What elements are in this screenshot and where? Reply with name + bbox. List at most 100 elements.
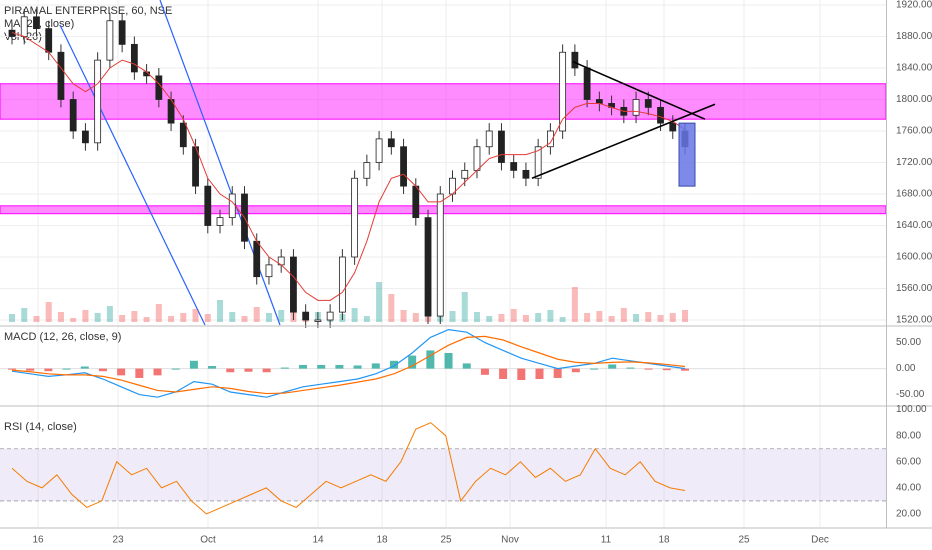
candle[interactable] <box>265 264 273 278</box>
x-tick-label: Oct <box>200 535 216 546</box>
candle[interactable] <box>326 311 334 321</box>
candle[interactable] <box>363 162 371 179</box>
candle[interactable] <box>302 311 310 321</box>
candle[interactable] <box>387 138 395 148</box>
rsi-tick-label: 40.00 <box>896 483 921 494</box>
price-tick-label: 1920.00 <box>896 0 932 11</box>
candle[interactable] <box>216 217 224 226</box>
volume-bar <box>351 308 358 322</box>
volume-bar <box>119 315 126 322</box>
candle[interactable] <box>595 99 603 104</box>
resistance-zone[interactable] <box>0 83 887 120</box>
macd-histogram-bar <box>408 355 417 369</box>
volume-bar <box>633 314 640 322</box>
candle[interactable] <box>290 256 297 313</box>
candle[interactable] <box>82 130 89 144</box>
macd-histogram-bar <box>62 368 71 370</box>
macd-histogram-bar <box>135 368 144 378</box>
macd-line[interactable] <box>11 328 686 398</box>
candle[interactable] <box>436 193 444 317</box>
volume-bar <box>253 307 260 322</box>
macd-histogram-bar <box>153 368 162 376</box>
rsi-tick-label: 20.00 <box>896 509 921 520</box>
volume-bar <box>608 316 615 322</box>
candle[interactable] <box>204 185 212 226</box>
candle[interactable] <box>669 122 677 132</box>
volume-bar <box>486 316 493 322</box>
volume-bar <box>669 313 676 322</box>
volume-bar <box>412 313 419 322</box>
legend-symbol: PIRAMAL ENTERPRISE, 60, NSE <box>4 5 173 17</box>
candle[interactable] <box>485 130 493 148</box>
rsi-line[interactable] <box>11 422 686 515</box>
candle[interactable] <box>510 162 518 171</box>
macd-histogram-bar <box>553 368 562 378</box>
macd-tick-label: -50.00 <box>896 389 925 400</box>
candle[interactable] <box>351 177 359 258</box>
candle[interactable] <box>632 99 640 116</box>
candle[interactable] <box>20 16 28 37</box>
candle[interactable] <box>94 59 102 144</box>
volume-bar <box>645 312 652 322</box>
candle[interactable] <box>57 51 65 100</box>
volume-bar <box>510 309 517 322</box>
candle[interactable] <box>461 169 469 179</box>
candle[interactable] <box>583 67 591 100</box>
candle[interactable] <box>400 146 407 187</box>
volume-bar <box>596 311 603 322</box>
volume-bar <box>571 287 578 322</box>
volume-bar <box>461 292 468 322</box>
price-tick-label: 1840.00 <box>896 63 932 74</box>
candle[interactable] <box>498 130 505 163</box>
macd-tick-label: 50.00 <box>896 337 921 348</box>
candle[interactable] <box>106 20 114 61</box>
candle[interactable] <box>547 130 554 148</box>
macd-histogram-bar <box>499 368 508 379</box>
candle[interactable] <box>314 319 322 322</box>
macd-pane[interactable]: MACD (12, 26, close, 9) <box>0 328 886 398</box>
candle[interactable] <box>522 169 530 179</box>
price-pane[interactable] <box>0 0 887 328</box>
candle[interactable] <box>118 20 126 45</box>
volume-bar <box>376 282 383 322</box>
macd-histogram-bar <box>117 368 126 376</box>
candle[interactable] <box>33 16 40 30</box>
candle[interactable] <box>412 185 420 219</box>
trend-channel-line[interactable] <box>59 24 206 326</box>
candle[interactable] <box>657 106 664 124</box>
ma-line[interactable] <box>11 32 686 301</box>
triangle-lower-line[interactable] <box>531 103 716 179</box>
candle[interactable] <box>338 256 346 313</box>
macd-histogram-bar <box>317 364 326 369</box>
x-tick-label: 25 <box>738 535 750 546</box>
triangle-upper-line[interactable] <box>572 60 706 120</box>
candle[interactable] <box>424 217 432 317</box>
x-tick-label: 11 <box>601 535 612 546</box>
candle[interactable] <box>130 43 138 73</box>
rsi-pane[interactable]: RSI (14, close) <box>0 421 886 515</box>
signal-line[interactable] <box>11 335 686 395</box>
candle[interactable] <box>375 138 383 163</box>
macd-histogram-bar <box>280 367 289 369</box>
candle[interactable] <box>69 99 77 132</box>
volume-bar <box>584 313 591 322</box>
candle[interactable] <box>644 99 652 108</box>
volume-bar <box>168 316 175 322</box>
macd-histogram-bar <box>389 360 398 369</box>
macd-histogram-bar <box>262 368 271 373</box>
candle[interactable] <box>228 193 236 219</box>
volume-bar <box>388 294 395 322</box>
candle[interactable] <box>571 51 579 69</box>
macd-histogram-bar <box>171 368 180 370</box>
candle[interactable] <box>559 51 567 132</box>
volume-bar <box>131 311 138 322</box>
target-box[interactable] <box>678 122 696 187</box>
candle[interactable] <box>253 240 261 278</box>
candle[interactable] <box>155 75 163 100</box>
candle[interactable] <box>534 146 542 179</box>
candle[interactable] <box>473 146 481 171</box>
candle[interactable] <box>45 28 53 53</box>
rsi-band <box>0 448 886 501</box>
candle[interactable] <box>179 122 187 148</box>
